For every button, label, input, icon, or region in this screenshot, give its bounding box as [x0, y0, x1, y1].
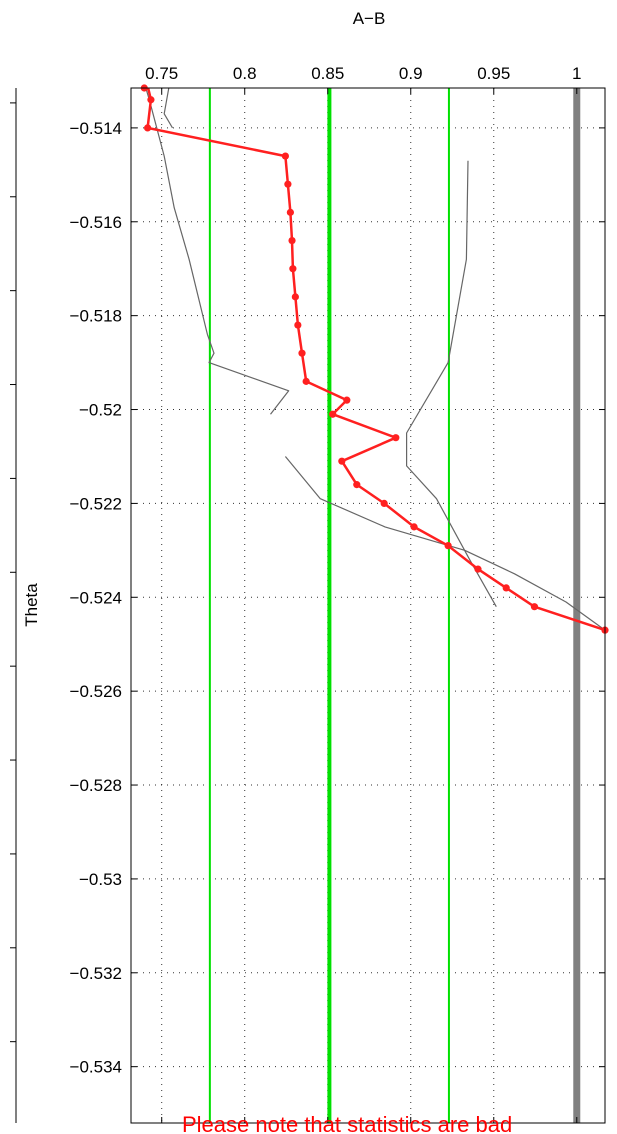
series-line-envelope: [163, 88, 175, 129]
data-point: [502, 584, 510, 592]
plot-frame: [130, 87, 606, 1124]
left-panel-ticks: [10, 102, 16, 1043]
y-axis-label: Theta: [22, 583, 41, 627]
x-tick-label: 0.9: [399, 64, 423, 83]
data-point: [144, 124, 152, 132]
x-tick-labels: 0.75 0.8 0.85 0.9 0.95 1: [145, 64, 581, 83]
y-tick-label: −0.534: [70, 1058, 122, 1077]
y-tick-label: −0.522: [70, 494, 122, 513]
reference-lines: [208, 88, 581, 1123]
data-point: [291, 293, 299, 301]
y-tick-label: −0.518: [70, 307, 122, 326]
chart-title: A−B: [353, 9, 386, 28]
x-tick-label: 0.8: [233, 64, 257, 83]
data-point: [392, 434, 400, 442]
y-tick-labels: −0.514 −0.516 −0.518 −0.52 −0.522 −0.524 −0.52…: [70, 119, 122, 1077]
x-tick-label: 1: [572, 64, 581, 83]
series-line-envelope: [284, 456, 605, 631]
data-point: [289, 265, 297, 273]
y-tick-label: −0.528: [70, 776, 122, 795]
y-tick-label: −0.53: [79, 870, 122, 889]
data-point: [410, 523, 418, 531]
data-point: [288, 236, 296, 245]
data-point: [147, 96, 155, 104]
data-point: [284, 180, 292, 188]
y-tick-label: −0.514: [70, 119, 122, 138]
y-tick-label: −0.516: [70, 213, 122, 232]
y-tick-label: −0.526: [70, 682, 122, 701]
y-tick-label: −0.524: [70, 588, 122, 607]
marker-layer: [140, 84, 609, 634]
data-point: [294, 321, 302, 329]
data-point: [380, 499, 388, 508]
data-point: [444, 542, 452, 550]
data-point: [286, 208, 294, 216]
data-point: [343, 396, 351, 404]
data-point: [530, 603, 539, 611]
x-tick-label: 0.95: [477, 64, 510, 83]
statistics-note: Please note that statistics are bad: [182, 1112, 512, 1134]
axis-ticks: [131, 88, 605, 1123]
y-tick-label: −0.52: [79, 401, 122, 420]
data-point: [474, 565, 482, 573]
data-point: [302, 377, 310, 385]
x-tick-label: 0.85: [311, 64, 344, 83]
x-tick-label: 0.75: [145, 64, 178, 83]
data-point: [353, 481, 361, 489]
y-tick-label: −0.532: [70, 964, 122, 983]
data-point: [329, 410, 337, 418]
data-point: [298, 349, 306, 357]
data-point: [338, 457, 346, 465]
data-point: [281, 152, 290, 160]
